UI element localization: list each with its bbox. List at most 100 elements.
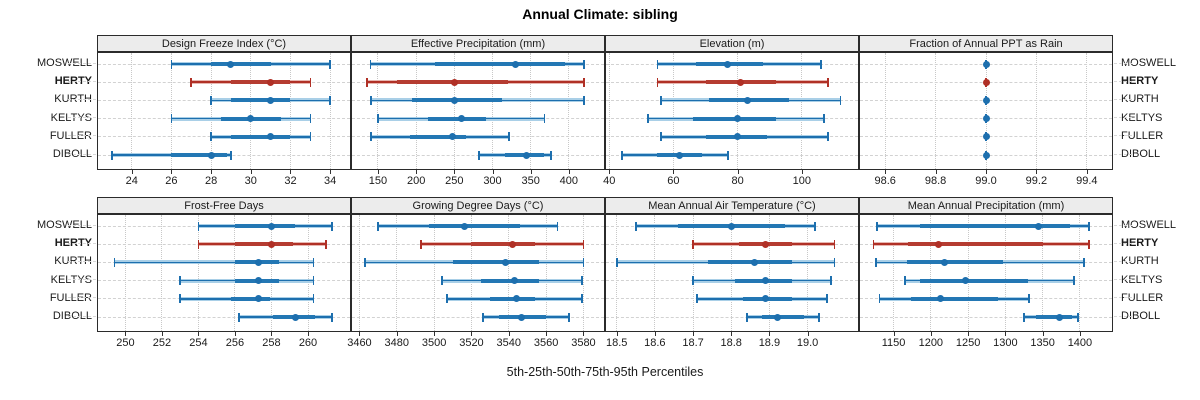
whisker-cap-left (656, 59, 659, 69)
v-gridline (1004, 215, 1006, 331)
axis-caption: 5th-25th-50th-75th-95th Percentiles (506, 365, 704, 379)
axis-tick (801, 170, 803, 174)
panel (97, 52, 351, 170)
whisker-cap-right (330, 221, 333, 231)
axis-tick (968, 332, 970, 336)
panel (351, 214, 605, 332)
v-gridline (807, 215, 809, 331)
whisker-cap-right (549, 150, 552, 160)
whisker-cap-left (634, 221, 637, 231)
whisker-line (111, 154, 231, 156)
h-gridline-stub-left (68, 62, 96, 64)
whisker-cap-right (312, 257, 315, 267)
h-gridline-stub-right (1114, 279, 1132, 281)
whisker-cap-right (507, 132, 510, 142)
axis-tick-label: 18.8 (720, 337, 742, 349)
axis-tick (737, 170, 739, 174)
station-label-right: MOSWELL (1121, 219, 1177, 231)
percentile-band-25-75 (908, 242, 1043, 247)
whisker-cap-right (814, 221, 817, 231)
axis-tick (935, 170, 937, 174)
axis-tick (492, 170, 494, 174)
axis-tick-label: 34 (324, 175, 337, 187)
v-gridline (470, 215, 472, 331)
median-dot (941, 258, 949, 266)
axis-tick (568, 170, 570, 174)
whisker-cap-right (1088, 239, 1090, 249)
axis-tick (508, 332, 510, 336)
whisker-cap-left (170, 59, 173, 69)
whisker-cap-left (440, 276, 443, 286)
whisker-cap-right (820, 59, 823, 69)
axis-tick (290, 170, 292, 174)
v-gridline (1079, 215, 1081, 331)
whisker-cap-left (621, 150, 624, 160)
whisker-cap-left (692, 276, 695, 286)
whisker-cap-left (210, 95, 213, 105)
axis-tick (171, 170, 173, 174)
median-dot (737, 78, 745, 86)
whisker-cap-left (179, 294, 182, 304)
axis-tick (1079, 332, 1081, 336)
percentile-band-25-75 (920, 224, 1071, 228)
whisker-cap-left (903, 276, 906, 286)
h-gridline-stub-left (68, 279, 96, 281)
whisker-cap-right (1088, 221, 1090, 231)
station-label-right: MOSWELL (1121, 57, 1177, 69)
whisker-cap-right (727, 150, 729, 160)
median-dot (449, 133, 457, 141)
panel (859, 214, 1113, 332)
median-dot (291, 313, 299, 321)
median-dot (937, 295, 945, 303)
axis-tick-label: 3480 (384, 337, 410, 349)
whisker-cap-left (477, 150, 480, 160)
median-dot (982, 78, 990, 86)
panel (605, 52, 859, 170)
axis-tick (434, 332, 436, 336)
whisker-cap-right (825, 294, 828, 304)
median-dot (982, 96, 990, 104)
axis-tick (616, 332, 618, 336)
v-gridline (967, 215, 969, 331)
station-label-right: HERTY (1121, 75, 1159, 88)
whisker-cap-right (325, 239, 328, 249)
whisker-cap-left (111, 150, 113, 160)
median-dot (267, 78, 275, 86)
strip-title: Mean Annual Precipitation (mm) (907, 199, 1065, 212)
whisker-cap-left (872, 239, 875, 249)
v-gridline (210, 53, 212, 169)
median-dot (501, 258, 509, 266)
whisker-cap-left (364, 257, 367, 267)
axis-tick (893, 332, 895, 336)
strip-title: Growing Degree Days (°C) (412, 199, 544, 212)
axis-tick (396, 332, 398, 336)
panel (97, 214, 351, 332)
strip-title: Fraction of Annual PPT as Rain (909, 37, 1063, 50)
axis-tick-label: 3560 (533, 337, 559, 349)
median-dot (734, 115, 742, 123)
h-gridline-stub-left (68, 242, 96, 244)
median-dot (1055, 313, 1063, 321)
whisker-cap-left (659, 132, 662, 142)
whisker-cap-right (1028, 294, 1031, 304)
h-gridline-stub-right (1114, 315, 1132, 317)
whisker-cap-right (230, 150, 232, 160)
axis-tick-label: 1200 (918, 337, 944, 349)
axis-tick-label: 1300 (993, 337, 1018, 349)
h-gridline-stub-right (1114, 62, 1132, 64)
whisker-cap-left (745, 312, 748, 322)
h-gridline-stub-left (68, 117, 96, 119)
station-label-right: KURTH (1121, 255, 1159, 268)
axis-tick (930, 332, 932, 336)
whisker-cap-right (330, 312, 333, 322)
whisker-cap-left (113, 257, 116, 267)
whisker-cap-right (1073, 276, 1075, 286)
axis-tick (609, 170, 611, 174)
whisker-cap-right (833, 257, 836, 267)
whisker-cap-left (370, 132, 373, 142)
whisker-cap-left (1023, 312, 1026, 322)
whisker-cap-right (329, 59, 332, 69)
axis-tick (271, 332, 273, 336)
axis-tick (546, 332, 548, 336)
v-gridline (358, 215, 360, 331)
